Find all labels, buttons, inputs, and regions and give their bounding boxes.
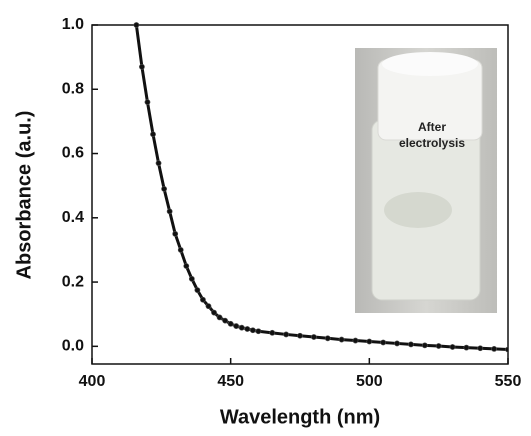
- y-tick-label: 1.0: [62, 16, 84, 33]
- y-tick-label: 0.8: [62, 80, 84, 97]
- data-point: [283, 331, 290, 338]
- y-tick-label: 0.2: [62, 273, 84, 290]
- plot-frame: [91, 24, 509, 365]
- data-point: [238, 324, 245, 331]
- data-point: [297, 332, 303, 339]
- data-point: [244, 326, 251, 332]
- data-point: [352, 337, 359, 344]
- data-point: [216, 314, 223, 321]
- x-tick-label: 500: [356, 373, 383, 390]
- inset-label: After: [418, 120, 446, 134]
- data-point: [133, 22, 140, 28]
- x-axis-title: Wavelength (nm): [220, 406, 380, 428]
- data-point: [394, 340, 400, 347]
- y-tick-label: 0.6: [62, 145, 84, 162]
- data-point: [435, 343, 442, 349]
- data-point: [505, 346, 508, 353]
- data-point: [150, 131, 156, 138]
- data-point: [200, 296, 206, 303]
- data-point: [421, 342, 428, 349]
- data-point: [477, 345, 484, 352]
- data-point: [380, 339, 387, 346]
- data-point: [338, 336, 345, 343]
- y-tick-label: 0.4: [62, 209, 84, 226]
- data-point: [166, 208, 173, 215]
- x-tick-label: 450: [217, 373, 244, 390]
- data-point: [222, 317, 229, 324]
- data-point: [144, 99, 151, 106]
- data-point: [172, 230, 179, 237]
- series: [133, 22, 508, 353]
- x-tick-label: 400: [79, 373, 106, 390]
- inset-label: electrolysis: [399, 136, 465, 150]
- data-point: [366, 338, 373, 345]
- data-point: [188, 275, 195, 282]
- data-point: [449, 344, 456, 350]
- data-point: [155, 160, 162, 167]
- data-point: [205, 303, 212, 310]
- data-point: [177, 247, 184, 253]
- data-point: [227, 320, 234, 327]
- data-point: [211, 309, 217, 316]
- data-point: [249, 327, 256, 334]
- data-point: [255, 328, 262, 335]
- data-point: [491, 345, 498, 352]
- cap-top: [382, 52, 478, 76]
- y-axis-title: Absorbance (a.u.): [13, 111, 35, 280]
- inset-photo: After electrolysis: [355, 48, 497, 313]
- data-point: [194, 287, 201, 293]
- data-point: [310, 334, 317, 340]
- data-point: [463, 344, 470, 351]
- y-tick-label: 0.0: [62, 338, 84, 355]
- data-point: [183, 263, 190, 269]
- x-tick-label: 550: [495, 373, 522, 390]
- data-point: [269, 329, 276, 336]
- vial-liquid: [384, 192, 452, 228]
- data-point: [233, 323, 240, 329]
- data-point: [324, 335, 331, 342]
- data-point: [161, 185, 168, 192]
- data-point: [408, 341, 414, 348]
- data-point: [139, 63, 145, 70]
